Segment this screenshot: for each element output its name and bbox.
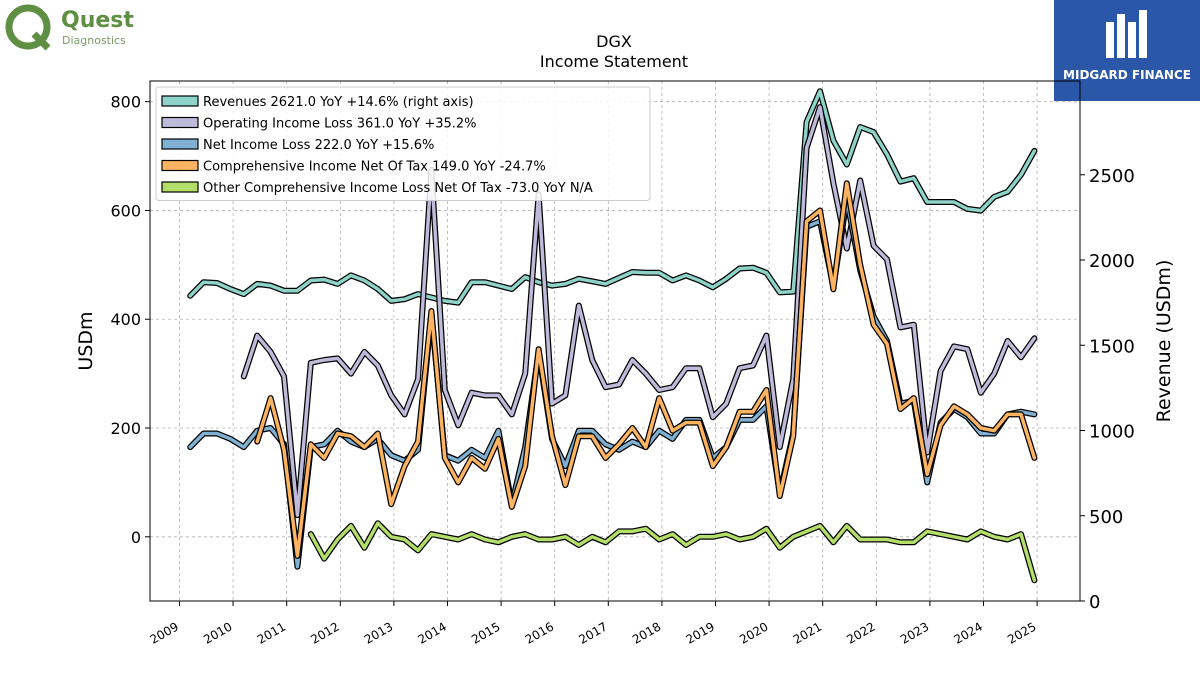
legend-label: Comprehensive Income Net Of Tax 149.0 Yo… — [203, 160, 546, 175]
x-tick-label: 2012 — [308, 619, 341, 646]
x-tick-label: 2023 — [898, 619, 931, 646]
x-tick-label: 2019 — [684, 619, 717, 646]
legend-label: Other Comprehensive Income Loss Net Of T… — [203, 181, 593, 196]
midgard-finance-logo: MIDGARD FINANCE — [1054, 0, 1200, 101]
series-line-4 — [309, 521, 1037, 583]
x-tick-label: 2024 — [952, 619, 985, 646]
x-tick-label: 2017 — [576, 619, 609, 646]
x-tick-label: 2020 — [737, 619, 770, 646]
x-tick-label: 2016 — [523, 619, 556, 646]
x-tick-label: 2015 — [469, 619, 502, 646]
y-right-tick-label: 0 — [1089, 592, 1100, 613]
midgard-logo-text: MIDGARD FINANCE — [1063, 68, 1191, 82]
y-right-tick-label: 500 — [1089, 507, 1123, 528]
y-tick-label: 600 — [110, 201, 141, 220]
x-tick-label: 2014 — [416, 619, 449, 646]
x-tick-label: 2021 — [791, 619, 824, 646]
chart-title: DGX — [596, 32, 632, 51]
series-line-0 — [188, 89, 1037, 305]
legend-label: Operating Income Loss 361.0 YoY +35.2% — [203, 117, 477, 132]
legend-swatch — [161, 95, 199, 107]
x-tick-label: 2022 — [844, 619, 877, 646]
quest-logo-subtext: Diagnostics — [62, 34, 126, 47]
y-tick-label: 400 — [110, 310, 141, 329]
legend-swatch — [161, 138, 199, 150]
x-tick-label: 2009 — [148, 619, 181, 646]
x-tick-label: 2010 — [201, 619, 234, 646]
y-tick-label: 200 — [110, 419, 141, 438]
series-line-1 — [242, 105, 1037, 517]
y-right-tick-label: 2000 — [1089, 251, 1135, 272]
y-right-axis-label: Revenue (USDm) — [1153, 260, 1175, 423]
y-tick-label: 0 — [131, 528, 141, 547]
quest-logo-icon — [5, 4, 51, 51]
legend-label: Net Income Loss 222.0 YoY +15.6% — [203, 138, 434, 153]
legend-swatch — [161, 181, 199, 193]
legend-label: Revenues 2621.0 YoY +14.6% (right axis) — [203, 95, 474, 110]
legend-swatch — [161, 116, 199, 129]
series-line-3 — [255, 181, 1037, 558]
quest-logo-text: Quest — [61, 8, 134, 33]
y-axis-label: USDm — [75, 311, 97, 370]
plot-frame — [149, 80, 1081, 602]
y-right-tick-label: 1500 — [1089, 336, 1135, 357]
legend-swatch — [161, 159, 199, 172]
x-tick-label: 2013 — [362, 619, 395, 646]
y-tick-label: 800 — [110, 93, 141, 112]
quest-diagnostics-logo: Quest Diagnostics — [4, 4, 164, 52]
chart-subtitle: Income Statement — [539, 52, 689, 71]
x-tick-label: 2018 — [630, 619, 663, 646]
x-tick-label: 2011 — [255, 619, 288, 646]
y-right-tick-label: 1000 — [1089, 422, 1135, 443]
legend-box — [155, 86, 651, 201]
x-tick-label: 2025 — [1005, 619, 1038, 646]
midgard-logo-icon — [1106, 10, 1147, 58]
y-right-tick-label: 2500 — [1089, 166, 1135, 187]
